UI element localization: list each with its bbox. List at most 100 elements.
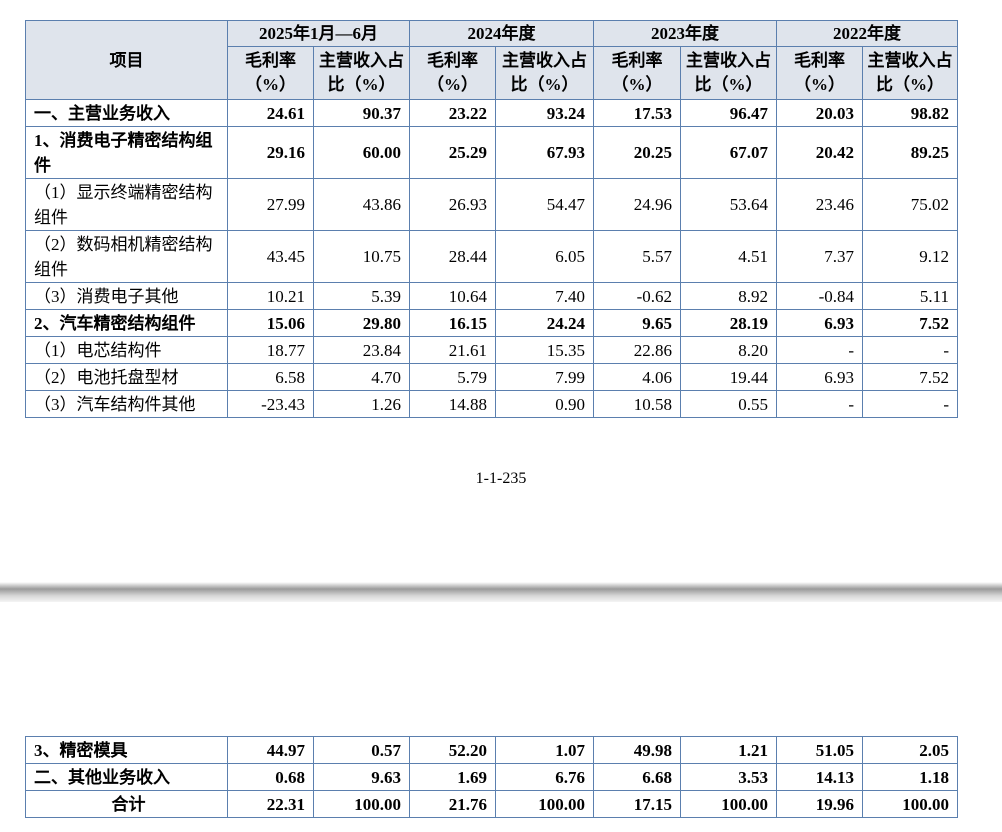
page-number: 1-1-235 <box>475 470 527 487</box>
cell-value: 89.25 <box>862 126 958 179</box>
cell-value: 27.99 <box>227 178 314 231</box>
table-row: 合计 22.31 100.00 21.76 100.00 17.15 100.00 19.96… <box>25 790 958 818</box>
cell-value: 100.00 <box>680 790 777 818</box>
cell-value: 7.52 <box>862 309 958 337</box>
cell-value: 28.19 <box>680 309 777 337</box>
cell-value: 6.93 <box>776 309 863 337</box>
header-gross-margin: 毛利率（%） <box>409 46 496 100</box>
row-label: （2）数码相机精密结构组件 <box>25 230 228 283</box>
cell-value: - <box>862 336 958 364</box>
cell-value: 43.86 <box>313 178 410 231</box>
cell-value: 6.93 <box>776 363 863 391</box>
cell-value: 1.21 <box>680 736 777 764</box>
header-revenue-share: 主营收入占比（%） <box>862 46 958 100</box>
row-label: 1、消费电子精密结构组件 <box>25 126 228 179</box>
cell-value: 0.90 <box>495 390 594 418</box>
cell-value: 22.31 <box>227 790 314 818</box>
cell-value: 54.47 <box>495 178 594 231</box>
table-row: 二、其他业务收入 0.68 9.63 1.69 6.76 6.68 3.53 14.13 1.1… <box>25 763 958 791</box>
cell-value: 1.07 <box>495 736 594 764</box>
cell-value: 9.65 <box>593 309 681 337</box>
header-gross-margin: 毛利率（%） <box>776 46 863 100</box>
cell-value: 2.05 <box>862 736 958 764</box>
cell-value: 5.79 <box>409 363 496 391</box>
table-row: （1）显示终端精密结构组件 27.99 43.86 26.93 54.47 24.96 53… <box>25 178 958 231</box>
cell-value: 23.84 <box>313 336 410 364</box>
cell-value: 7.52 <box>862 363 958 391</box>
cell-value: 51.05 <box>776 736 863 764</box>
cell-value: 20.03 <box>776 99 863 127</box>
header-period: 2025年1月—6月 <box>227 20 410 47</box>
cell-value: 29.80 <box>313 309 410 337</box>
cell-value: 25.29 <box>409 126 496 179</box>
table-row: （3）消费电子其他 10.21 5.39 10.64 7.40 -0.62 8.92 -0.8… <box>25 282 958 310</box>
cell-value: 1.69 <box>409 763 496 791</box>
table-row: 2、汽车精密结构组件 15.06 29.80 16.15 24.24 9.65 28.19 6… <box>25 309 958 337</box>
row-label: 3、精密模具 <box>25 736 228 764</box>
cell-value: 53.64 <box>680 178 777 231</box>
cell-value: -0.84 <box>776 282 863 310</box>
table-row: （2）数码相机精密结构组件 43.45 10.75 28.44 6.05 5.57 4.51… <box>25 230 958 283</box>
cell-value: 7.40 <box>495 282 594 310</box>
cell-value: - <box>862 390 958 418</box>
cell-value: 100.00 <box>313 790 410 818</box>
gross-margin-table-continued: 3、精密模具 44.97 0.57 52.20 1.07 49.98 1.21 51.05 2.… <box>25 736 958 818</box>
header-period: 2022年度 <box>776 20 958 47</box>
cell-value: 23.46 <box>776 178 863 231</box>
cell-value: 8.92 <box>680 282 777 310</box>
row-label: （3）汽车结构件其他 <box>25 390 228 418</box>
row-label: 2、汽车精密结构组件 <box>25 309 228 337</box>
cell-value: 67.93 <box>495 126 594 179</box>
cell-value: 20.25 <box>593 126 681 179</box>
cell-value: 4.06 <box>593 363 681 391</box>
cell-value: 6.76 <box>495 763 594 791</box>
cell-value: 1.18 <box>862 763 958 791</box>
cell-value: - <box>776 336 863 364</box>
header-period: 2024年度 <box>409 20 594 47</box>
cell-value: 90.37 <box>313 99 410 127</box>
cell-value: 0.68 <box>227 763 314 791</box>
row-label: 一、主营业务收入 <box>25 99 228 127</box>
cell-value: 4.70 <box>313 363 410 391</box>
table-row: 一、主营业务收入 24.61 90.37 23.22 93.24 17.53 96.47 20… <box>25 99 958 127</box>
cell-value: 23.22 <box>409 99 496 127</box>
cell-value: 24.61 <box>227 99 314 127</box>
cell-value: 19.96 <box>776 790 863 818</box>
cell-value: 67.07 <box>680 126 777 179</box>
cell-value: 21.76 <box>409 790 496 818</box>
header-period: 2023年度 <box>593 20 777 47</box>
cell-value: -23.43 <box>227 390 314 418</box>
cell-value: 10.21 <box>227 282 314 310</box>
table-row: 3、精密模具 44.97 0.57 52.20 1.07 49.98 1.21 51.05 2.… <box>25 736 958 764</box>
cell-value: 75.02 <box>862 178 958 231</box>
header-item: 项目 <box>25 20 228 100</box>
cell-value: 15.06 <box>227 309 314 337</box>
cell-value: 49.98 <box>593 736 681 764</box>
table-row: （1）电芯结构件 18.77 23.84 21.61 15.35 22.86 8.20- - <box>25 336 958 364</box>
cell-value: 9.63 <box>313 763 410 791</box>
cell-value: 14.88 <box>409 390 496 418</box>
cell-value: 18.77 <box>227 336 314 364</box>
cell-value: 1.26 <box>313 390 410 418</box>
cell-value: 6.05 <box>495 230 594 283</box>
cell-value: 24.96 <box>593 178 681 231</box>
cell-value: 16.15 <box>409 309 496 337</box>
row-label: （1）显示终端精密结构组件 <box>25 178 228 231</box>
cell-value: 10.75 <box>313 230 410 283</box>
cell-value: 8.20 <box>680 336 777 364</box>
cell-value: 100.00 <box>495 790 594 818</box>
cell-value: 3.53 <box>680 763 777 791</box>
cell-value: 96.47 <box>680 99 777 127</box>
cell-value: 6.58 <box>227 363 314 391</box>
cell-value: 0.55 <box>680 390 777 418</box>
cell-value: 43.45 <box>227 230 314 283</box>
header-gross-margin: 毛利率（%） <box>593 46 681 100</box>
table-row: 1、消费电子精密结构组件 29.16 60.00 25.29 67.93 20.25 67.… <box>25 126 958 179</box>
cell-value: 5.39 <box>313 282 410 310</box>
cell-value: 44.97 <box>227 736 314 764</box>
cell-value: 7.37 <box>776 230 863 283</box>
header-revenue-share: 主营收入占比（%） <box>680 46 777 100</box>
gross-margin-table: 项目 2025年1月—6月 2024年度 2023年度 2022年度 毛利率（%… <box>25 20 958 418</box>
cell-value: 5.11 <box>862 282 958 310</box>
cell-value: -0.62 <box>593 282 681 310</box>
